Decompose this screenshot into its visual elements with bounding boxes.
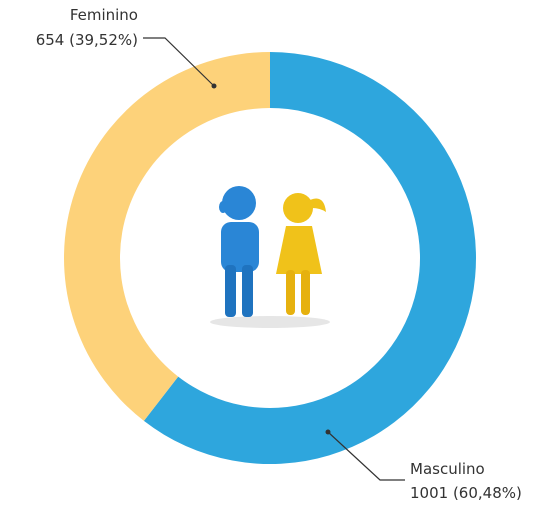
- category-label: Masculino: [410, 460, 485, 478]
- donut: [63, 52, 476, 464]
- donut-slice: [143, 52, 476, 464]
- value-label: 654 (39,52%): [36, 31, 138, 49]
- value-label: 1001 (60,48%): [410, 484, 522, 502]
- donut-slice: [63, 52, 270, 421]
- leader-masculino: [325, 429, 405, 481]
- leader-feminino: [143, 37, 217, 89]
- center-figures: [210, 186, 330, 328]
- category-label: Feminino: [70, 6, 138, 24]
